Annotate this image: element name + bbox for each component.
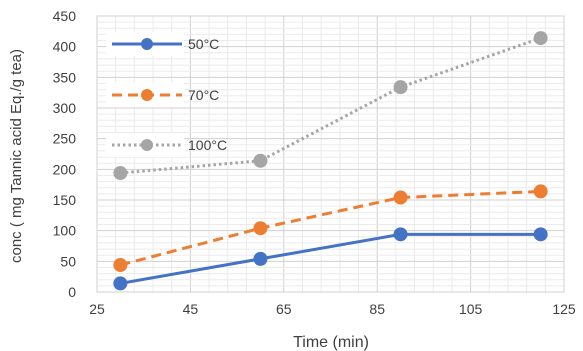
x-tick-labels: 25 45 65 85 105 125 — [89, 301, 576, 317]
series-2 — [113, 31, 548, 181]
data-point — [533, 227, 548, 242]
data-point — [253, 153, 268, 168]
x-tick-label: 125 — [552, 301, 576, 317]
data-point — [393, 190, 408, 205]
data-point — [253, 251, 268, 266]
y-tick-label: 250 — [53, 131, 77, 147]
series-layer — [113, 31, 548, 291]
y-tick-label: 50 — [60, 253, 76, 269]
series-line — [120, 232, 541, 285]
data-point — [533, 31, 548, 46]
y-tick-label: 200 — [53, 161, 77, 177]
y-tick-label: 150 — [53, 192, 77, 208]
legend-marker — [141, 139, 153, 151]
data-point — [533, 184, 548, 199]
legend-label: 100°C — [188, 137, 227, 153]
y-tick-label: 0 — [68, 284, 76, 300]
data-point — [393, 80, 408, 95]
legend: 50°C 70°C 100°C — [106, 32, 227, 157]
y-tick-labels: 0 50 100 150 200 250 300 350 400 450 — [53, 8, 77, 300]
data-point — [113, 258, 128, 273]
data-point — [393, 227, 408, 242]
x-tick-label: 45 — [183, 301, 199, 317]
x-axis-title: Time (min) — [293, 334, 369, 351]
y-tick-label: 300 — [53, 100, 77, 116]
x-tick-label: 105 — [459, 301, 483, 317]
series-1 — [113, 184, 548, 273]
legend-item: 50°C — [106, 32, 219, 56]
series-line — [119, 189, 541, 267]
y-tick-label: 400 — [53, 39, 77, 55]
data-point — [113, 166, 128, 181]
data-point — [113, 276, 128, 291]
legend-label: 50°C — [188, 36, 219, 52]
y-tick-label: 450 — [53, 8, 77, 24]
series-0 — [113, 227, 548, 291]
plot-area-border — [96, 15, 565, 293]
legend-marker — [141, 38, 153, 50]
legend-label: 70°C — [188, 87, 219, 103]
x-tick-label: 85 — [369, 301, 385, 317]
data-point — [253, 221, 268, 236]
legend-item: 70°C — [106, 83, 219, 107]
x-tick-label: 65 — [276, 301, 292, 317]
x-tick-label: 25 — [89, 301, 105, 317]
y-tick-label: 350 — [53, 69, 77, 85]
legend-marker — [141, 89, 153, 101]
y-axis-title: conc ( mg Tannic acid Eq./g tea) — [8, 49, 25, 263]
y-tick-label: 100 — [53, 223, 77, 239]
legend-item: 100°C — [106, 133, 227, 157]
